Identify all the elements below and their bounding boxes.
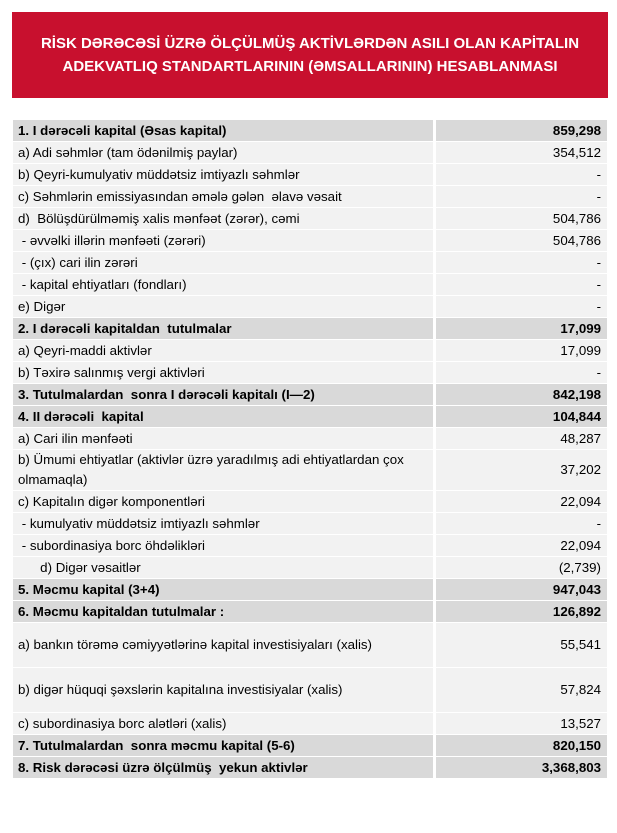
row-value: 820,150 [436, 735, 607, 756]
table-row: 2. I dərəcəli kapitaldan tutulmalar 17,09… [13, 318, 607, 339]
row-label: c) subordinasiya borc alətləri (xalis) [13, 713, 433, 734]
row-label: a) Cari ilin mənfəəti [13, 428, 433, 449]
table-row: e) Digər - [13, 296, 607, 317]
row-label: b) Qeyri-kumulyativ müddətsiz imtiyazlı … [13, 164, 433, 185]
table-row: - əvvəlki illərin mənfəəti (zərəri) 504,7… [13, 230, 607, 251]
row-value: 22,094 [436, 491, 607, 512]
row-value: 48,287 [436, 428, 607, 449]
table-row: d) Bölüşdürülməmiş xalis mənfəət (zərər)… [13, 208, 607, 229]
row-label: b) Ümumi ehtiyatlar (aktivlər üzrə yarad… [13, 450, 433, 490]
row-label: a) Adi səhmlər (tam ödənilmiş paylar) [13, 142, 433, 163]
row-value: 104,844 [436, 406, 607, 427]
row-label: 6. Məcmu kapitaldan tutulmalar : [13, 601, 433, 622]
table-row: b) Ümumi ehtiyatlar (aktivlər üzrə yarad… [13, 450, 607, 490]
row-label: d) Bölüşdürülməmiş xalis mənfəət (zərər)… [13, 208, 433, 229]
row-value: - [436, 186, 607, 207]
row-label: c) Səhmlərin emissiyasından əmələ gələn … [13, 186, 433, 207]
row-label: d) Digər vəsaitlər [13, 557, 433, 578]
row-label: a) Qeyri-maddi aktivlər [13, 340, 433, 361]
table-row: a) Adi səhmlər (tam ödənilmiş paylar) 354… [13, 142, 607, 163]
table-row: c) Kapitalın digər komponentləri 22,094 [13, 491, 607, 512]
table-row: 4. II dərəcəli kapital 104,844 [13, 406, 607, 427]
row-value: 13,527 [436, 713, 607, 734]
table-row: b) digər hüquqi şəxslərin kapitalına inv… [13, 668, 607, 712]
row-value: 22,094 [436, 535, 607, 556]
table-row: 6. Məcmu kapitaldan tutulmalar :126,892 [13, 601, 607, 622]
row-label: a) bankın törəmə cəmiyyətlərinə kapital … [13, 623, 433, 667]
header: RİSK DƏRƏCƏSİ ÜZRƏ ÖLÇÜLMÜŞ AKTİVLƏRDƏN … [12, 12, 608, 98]
table-row: 1. I dərəcəli kapital (Əsas kapital) 859,… [13, 120, 607, 141]
table-row: a) bankın törəmə cəmiyyətlərinə kapital … [13, 623, 607, 667]
table-row: - kapital ehtiyatları (fondları) - [13, 274, 607, 295]
row-label: 1. I dərəcəli kapital (Əsas kapital) [13, 120, 433, 141]
row-label: c) Kapitalın digər komponentləri [13, 491, 433, 512]
row-value: (2,739) [436, 557, 607, 578]
table-row: 3. Tutulmalardan sonra I dərəcəli kapita… [13, 384, 607, 405]
row-label: - kumulyativ müddətsiz imtiyazlı səhmlər [13, 513, 433, 534]
row-value: - [436, 296, 607, 317]
table-row: - (çıx) cari ilin zərəri - [13, 252, 607, 273]
row-label: 5. Məcmu kapital (3+4) [13, 579, 433, 600]
table-row: b) Təxirə salınmış vergi aktivləri - [13, 362, 607, 383]
row-label: 3. Tutulmalardan sonra I dərəcəli kapita… [13, 384, 433, 405]
table-row: d) Digər vəsaitlər (2,739) [13, 557, 607, 578]
row-value: 55,541 [436, 623, 607, 667]
table-row: a) Qeyri-maddi aktivlər 17,099 [13, 340, 607, 361]
row-value: 859,298 [436, 120, 607, 141]
row-label: 7. Tutulmalardan sonra məcmu kapital (5-… [13, 735, 433, 756]
row-value: 3,368,803 [436, 757, 607, 778]
row-label: - əvvəlki illərin mənfəəti (zərəri) [13, 230, 433, 251]
table-row: a) Cari ilin mənfəəti 48,287 [13, 428, 607, 449]
row-label: - (çıx) cari ilin zərəri [13, 252, 433, 273]
row-value: - [436, 362, 607, 383]
row-label: e) Digər [13, 296, 433, 317]
table-row: c) subordinasiya borc alətləri (xalis) 13… [13, 713, 607, 734]
row-label: - kapital ehtiyatları (fondları) [13, 274, 433, 295]
table-row: 7. Tutulmalardan sonra məcmu kapital (5-… [13, 735, 607, 756]
row-value: 17,099 [436, 340, 607, 361]
row-value: 126,892 [436, 601, 607, 622]
row-label: b) digər hüquqi şəxslərin kapitalına inv… [13, 668, 433, 712]
table-row: b) Qeyri-kumulyativ müddətsiz imtiyazlı … [13, 164, 607, 185]
table-row: - subordinasiya borc öhdəlikləri 22,094 [13, 535, 607, 556]
table-row: 5. Məcmu kapital (3+4) 947,043 [13, 579, 607, 600]
row-label: 2. I dərəcəli kapitaldan tutulmalar [13, 318, 433, 339]
row-value: - [436, 252, 607, 273]
row-value: 842,198 [436, 384, 607, 405]
row-value: 504,786 [436, 230, 607, 251]
row-label: - subordinasiya borc öhdəlikləri [13, 535, 433, 556]
row-value: - [436, 274, 607, 295]
capital-table: 1. I dərəcəli kapital (Əsas kapital) 859,… [10, 119, 610, 779]
row-value: 947,043 [436, 579, 607, 600]
row-label: 4. II dərəcəli kapital [13, 406, 433, 427]
row-value: - [436, 513, 607, 534]
row-value: 354,512 [436, 142, 607, 163]
row-value: 17,099 [436, 318, 607, 339]
row-label: b) Təxirə salınmış vergi aktivləri [13, 362, 433, 383]
row-value: - [436, 164, 607, 185]
title: RİSK DƏRƏCƏSİ ÜZRƏ ÖLÇÜLMÜŞ AKTİVLƏRDƏN … [40, 35, 580, 75]
table-row: c) Səhmlərin emissiyasından əmələ gələn … [13, 186, 607, 207]
row-value: 37,202 [436, 450, 607, 490]
table-row: 8. Risk dərəcəsi üzrə ölçülmüş yekun akt… [13, 757, 607, 778]
row-value: 504,786 [436, 208, 607, 229]
table-row: - kumulyativ müddətsiz imtiyazlı səhmlər… [13, 513, 607, 534]
row-value: 57,824 [436, 668, 607, 712]
row-label: 8. Risk dərəcəsi üzrə ölçülmüş yekun akt… [13, 757, 433, 778]
